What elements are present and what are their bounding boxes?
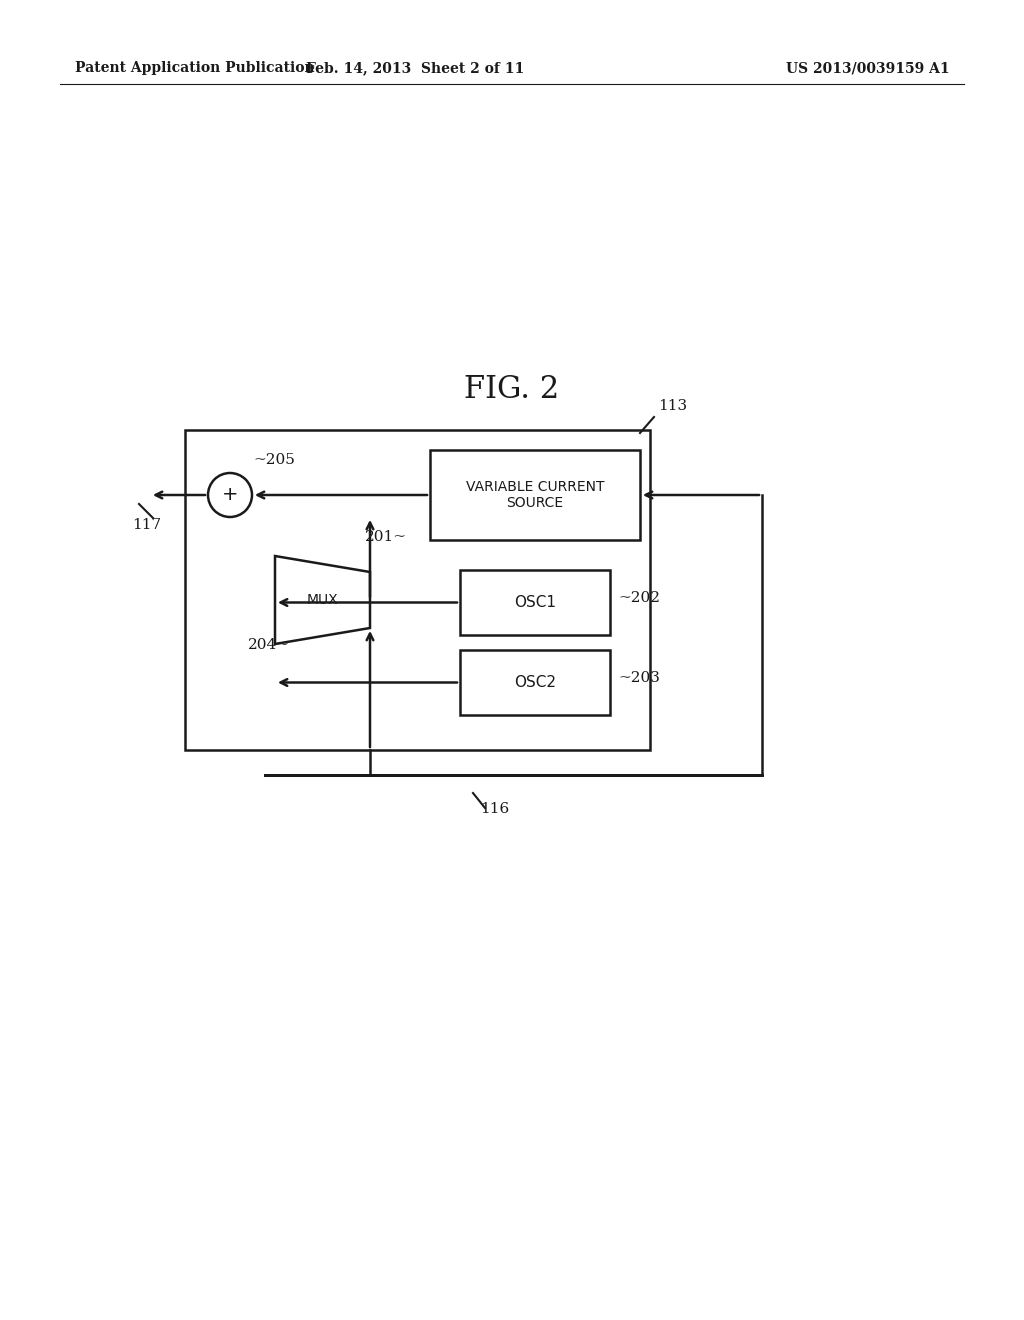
Bar: [460, 649, 610, 715]
Text: 117: 117: [132, 517, 162, 532]
Text: ~203: ~203: [618, 671, 659, 685]
Text: FIG. 2: FIG. 2: [464, 375, 560, 405]
Text: 113: 113: [658, 399, 687, 413]
Bar: [430, 450, 640, 540]
Text: OSC1: OSC1: [514, 595, 556, 610]
Text: +: +: [222, 486, 239, 504]
Text: 116: 116: [480, 803, 509, 816]
Bar: [460, 570, 610, 635]
Text: OSC2: OSC2: [514, 675, 556, 690]
Text: VARIABLE CURRENT
SOURCE: VARIABLE CURRENT SOURCE: [466, 480, 604, 510]
Polygon shape: [275, 556, 370, 644]
Text: US 2013/0039159 A1: US 2013/0039159 A1: [786, 61, 950, 75]
Text: 201~: 201~: [365, 531, 407, 544]
Text: ~205: ~205: [253, 453, 295, 467]
Text: Patent Application Publication: Patent Application Publication: [75, 61, 314, 75]
Circle shape: [208, 473, 252, 517]
Text: ~202: ~202: [618, 591, 660, 605]
Bar: [185, 430, 650, 750]
Text: 204~: 204~: [248, 638, 290, 652]
Text: Feb. 14, 2013  Sheet 2 of 11: Feb. 14, 2013 Sheet 2 of 11: [306, 61, 524, 75]
Text: MUX: MUX: [306, 593, 338, 607]
